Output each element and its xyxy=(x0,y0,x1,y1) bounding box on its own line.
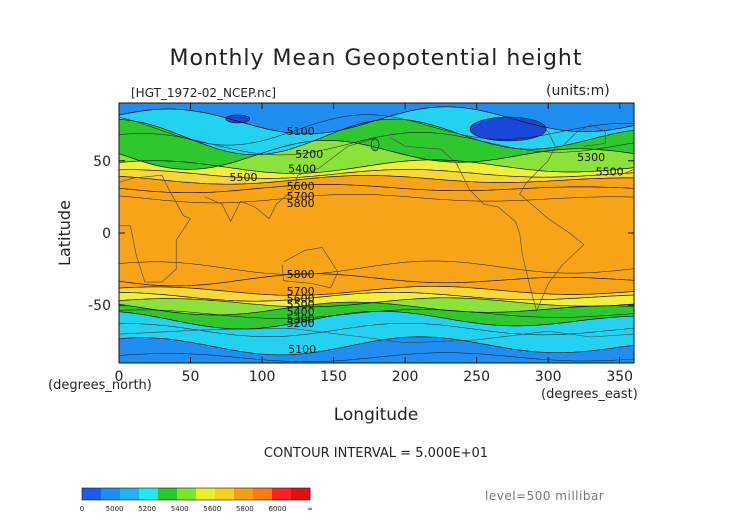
y-tick-label: 50 xyxy=(93,154,111,170)
contour-line xyxy=(119,140,634,170)
contour-line xyxy=(119,260,634,275)
high-center xyxy=(370,138,380,152)
contour-line xyxy=(119,114,634,146)
contour-line xyxy=(119,118,634,156)
colorbar-tick-label: 5400 xyxy=(171,505,189,513)
contour-line xyxy=(119,297,634,308)
coastline xyxy=(281,247,339,289)
contour-line xyxy=(119,194,634,204)
contour-label: 5500 xyxy=(287,298,315,311)
colorbar-swatch xyxy=(120,488,140,500)
contour-line xyxy=(119,291,634,302)
low-center xyxy=(225,114,251,124)
y-unit-label: (degrees_north) xyxy=(48,378,152,393)
colorbar-swatch xyxy=(253,488,273,500)
contour-label: 5100 xyxy=(288,343,316,356)
x-tick-label: 50 xyxy=(182,369,200,385)
contour-label: 5500 xyxy=(229,171,257,184)
contour-label: 5300 xyxy=(287,313,315,326)
dataset-filename: [HGT_1972-02_NCEP.nc] xyxy=(131,86,277,100)
colorbar-tick-label: ∞ xyxy=(307,505,313,513)
x-tick-label: 300 xyxy=(535,369,562,385)
contour-label: 5800 xyxy=(287,268,315,281)
contour-line xyxy=(119,285,634,296)
colorbar-swatch xyxy=(158,488,178,500)
coastline xyxy=(562,124,606,147)
colorbar-tick-label: 5200 xyxy=(138,505,156,513)
level-label: level=500 millibar xyxy=(485,489,605,503)
contour-line xyxy=(119,159,634,174)
x-tick-label: 250 xyxy=(463,369,490,385)
contour-line xyxy=(119,309,634,319)
contour-line xyxy=(119,273,634,287)
colorbar-tick-label: 0 xyxy=(80,505,84,513)
contour-label: 5400 xyxy=(287,305,315,318)
colorbar-swatch xyxy=(215,488,235,500)
plot-area: 5100520054005500560057005800580057005600… xyxy=(119,103,634,363)
contour-label: 5200 xyxy=(295,148,323,161)
contour-line xyxy=(119,169,634,179)
coastline xyxy=(119,174,191,283)
coastline xyxy=(204,137,377,223)
colorbar-swatch xyxy=(177,488,197,500)
y-tick-label: -50 xyxy=(88,298,111,314)
colorbar-swatch xyxy=(196,488,216,500)
x-axis-label: Longitude xyxy=(334,405,419,425)
colorbar-tick-label: 5800 xyxy=(236,505,254,513)
band-north xyxy=(119,103,634,134)
contour-label: 5300 xyxy=(577,151,605,164)
contour-interval-label: CONTOUR INTERVAL = 5.000E+01 xyxy=(263,446,489,461)
coastline xyxy=(619,169,634,176)
x-unit-label: (degrees_east) xyxy=(541,387,638,402)
y-axis-label: Latitude xyxy=(55,200,74,266)
colorbar-swatch xyxy=(291,488,311,500)
colorbar-swatch xyxy=(82,488,102,500)
contour-label: 5400 xyxy=(288,162,316,175)
contour-line xyxy=(119,336,634,356)
x-tick-label: 350 xyxy=(606,369,633,385)
contour-label: 5700 xyxy=(287,190,315,203)
contour-line xyxy=(119,184,634,194)
colorbar-swatch xyxy=(101,488,121,500)
colorbar-tick-label: 5000 xyxy=(106,505,124,513)
contour-label: 5600 xyxy=(287,180,315,193)
band-south xyxy=(119,336,634,363)
y-tick-label: 0 xyxy=(102,226,111,242)
coastline xyxy=(119,327,634,344)
contour-line xyxy=(119,175,634,185)
colorbar-frame xyxy=(81,487,311,501)
colorbar-tick-label: 5600 xyxy=(203,505,221,513)
axes: 0 50 100 150 200 250 300 350 50 0 -50 xyxy=(88,103,634,385)
x-tick-label: 100 xyxy=(249,369,276,385)
coastline xyxy=(390,120,585,312)
contour-label: 5100 xyxy=(287,125,315,138)
contour-line xyxy=(119,301,634,316)
colorbar-swatch xyxy=(272,488,292,500)
contour-label: 5800 xyxy=(287,197,315,210)
units-label: (units:m) xyxy=(546,83,610,99)
colorbar-tick-label: 6000 xyxy=(269,505,287,513)
contour-label: 5700 xyxy=(287,285,315,298)
contour-label: 5500 xyxy=(596,165,624,178)
contour-line xyxy=(119,132,634,156)
colorbar-swatch xyxy=(139,488,159,500)
contour-label: 5600 xyxy=(287,292,315,305)
x-tick-label: 150 xyxy=(320,369,347,385)
contour-line xyxy=(119,323,634,337)
contour-label: 5200 xyxy=(287,317,315,330)
colorbar-swatch xyxy=(234,488,254,500)
x-tick-label: 0 xyxy=(115,369,124,385)
chart-title: Monthly Mean Geopotential height xyxy=(169,46,583,71)
x-tick-label: 200 xyxy=(392,369,419,385)
colorbar: 0 5000 5200 5400 5600 5800 6000 ∞ xyxy=(80,487,313,513)
